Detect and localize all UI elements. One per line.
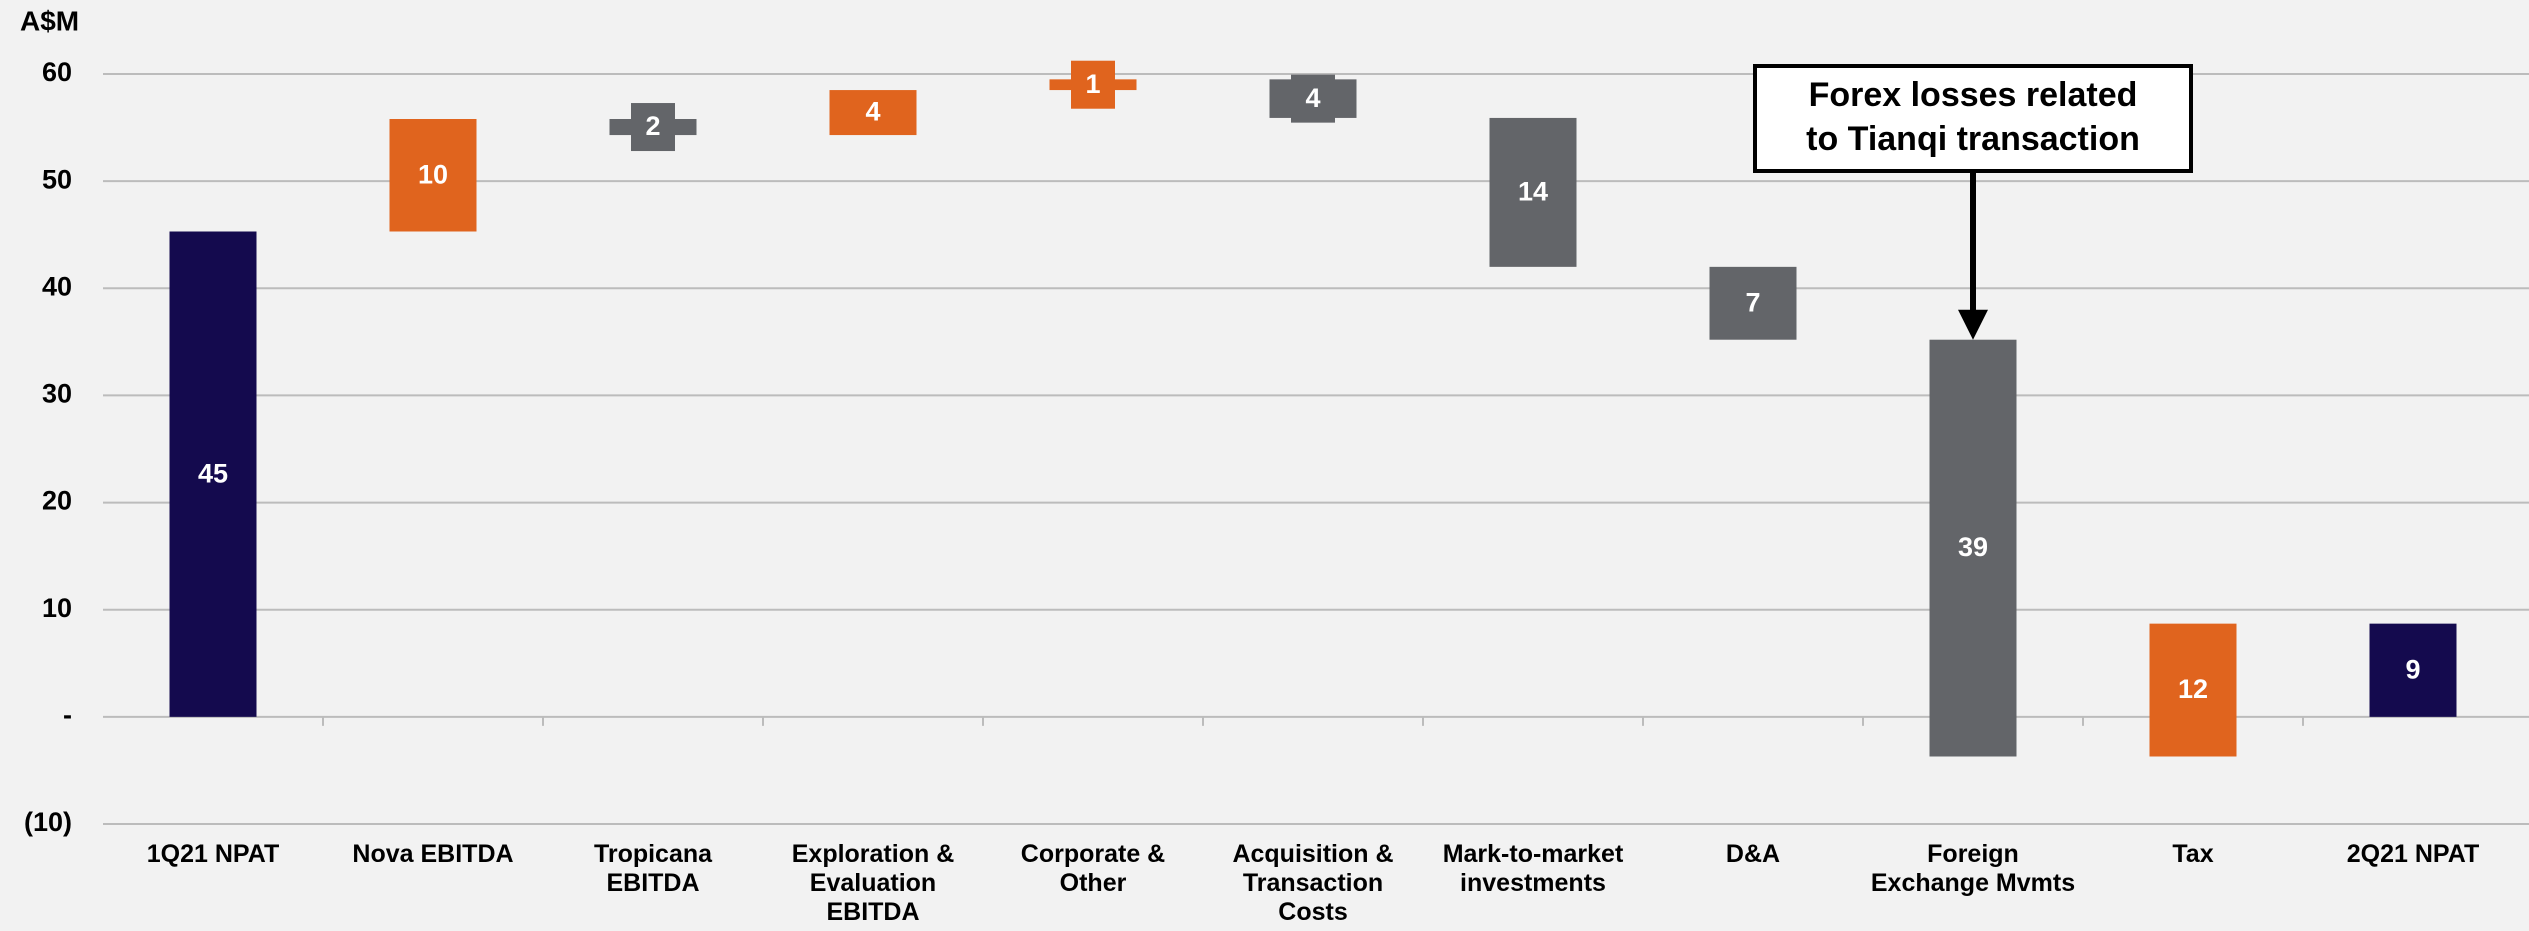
x-tick-label: Foreign Exchange Mvmts bbox=[1870, 840, 2076, 897]
y-tick-label: 60 bbox=[42, 57, 72, 87]
y-axis-label: A$M bbox=[20, 5, 79, 36]
bar bbox=[1929, 339, 2017, 757]
data-label-box bbox=[1071, 60, 1115, 109]
x-tick-label: Nova EBITDA bbox=[352, 840, 514, 868]
data-label: 12 bbox=[2178, 674, 2208, 704]
annotation-text: Forex losses related bbox=[1809, 76, 2138, 114]
data-label: 2 bbox=[645, 111, 660, 141]
data-label: 14 bbox=[1518, 177, 1548, 207]
x-tick-label: Tropicana EBITDA bbox=[593, 840, 713, 897]
x-tick-label: Tax bbox=[2172, 840, 2214, 868]
data-label: 10 bbox=[418, 159, 448, 189]
bar bbox=[2369, 623, 2457, 717]
data-label: 4 bbox=[1305, 83, 1320, 113]
annotation-box bbox=[1753, 64, 2193, 173]
data-label: 1 bbox=[1085, 69, 1100, 99]
annotation-text: to Tianqi transaction bbox=[1806, 120, 2140, 158]
y-tick-label: 40 bbox=[42, 271, 72, 301]
data-label: 39 bbox=[1958, 532, 1988, 562]
y-tick-label: - bbox=[63, 700, 72, 730]
y-tick-label: (10) bbox=[24, 807, 72, 837]
bar bbox=[1489, 117, 1577, 267]
bar bbox=[169, 231, 257, 717]
data-label: 4 bbox=[865, 97, 880, 127]
x-tick-label: D&A bbox=[1725, 840, 1781, 868]
y-tick-label: 20 bbox=[42, 486, 72, 516]
data-label: 45 bbox=[198, 458, 228, 488]
annotation-arrowhead bbox=[1958, 309, 1988, 340]
bar bbox=[829, 90, 917, 136]
x-tick-label: Exploration & Evaluation EBITDA bbox=[791, 840, 955, 926]
x-tick-label: Corporate & Other bbox=[1020, 840, 1166, 897]
data-label: 7 bbox=[1745, 287, 1760, 317]
y-tick-label: 50 bbox=[42, 164, 72, 194]
bar bbox=[2149, 623, 2237, 757]
bar bbox=[389, 119, 477, 232]
x-tick-label: Mark-to-market investments bbox=[1442, 840, 1624, 897]
data-label: 9 bbox=[2405, 654, 2420, 684]
bar bbox=[1709, 266, 1797, 340]
x-tick-label: 1Q21 NPAT bbox=[146, 840, 280, 868]
y-tick-label: 10 bbox=[42, 593, 72, 623]
x-tick-label: Acquisition & Transaction Costs bbox=[1232, 840, 1394, 926]
data-label-box bbox=[631, 103, 675, 152]
data-label-box bbox=[1291, 74, 1335, 123]
x-tick-label: 2Q21 NPAT bbox=[2346, 840, 2480, 868]
y-tick-label: 30 bbox=[42, 379, 72, 409]
